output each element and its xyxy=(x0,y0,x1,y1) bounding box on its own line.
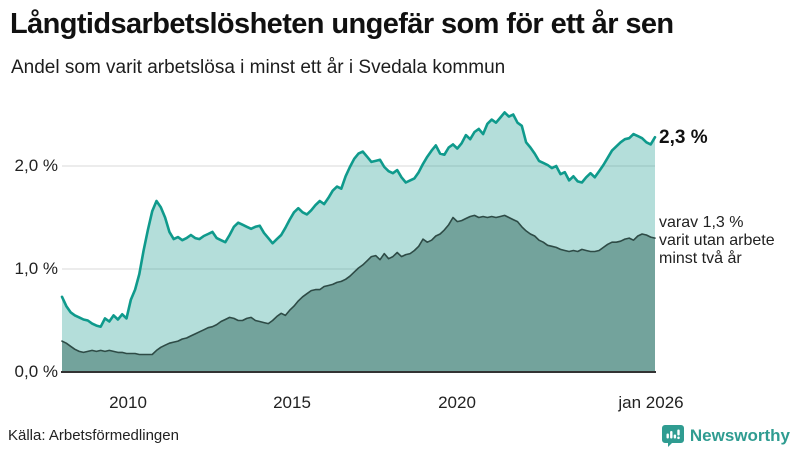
source-credit: Källa: Arbetsförmedlingen xyxy=(8,427,179,444)
y-tick-1pct: 1,0 % xyxy=(14,259,58,278)
line-one-year xyxy=(60,111,657,328)
page-title: Långtidsarbetslösheten ungefär som för e… xyxy=(10,8,674,40)
x-tick-2010: 2010 xyxy=(109,393,147,412)
annotation-line-2: varit utan arbete xyxy=(659,232,775,249)
x-tick-2020: 2020 xyxy=(438,393,476,412)
annotation-line-1: varav 1,3 % xyxy=(659,214,744,231)
two-year-annotation: varav 1,3 % varit utan arbete minst två … xyxy=(659,214,775,268)
newsworthy-logo-icon xyxy=(661,425,684,447)
y-tick-0pct: 0,0 % xyxy=(14,362,58,381)
page-subtitle: Andel som varit arbetslösa i minst ett å… xyxy=(11,57,506,78)
newsworthy-wordmark: Newsworthy xyxy=(689,426,790,445)
annotation-line-3: minst två år xyxy=(659,250,742,267)
area-fill-two-year xyxy=(62,215,655,372)
y-tick-2pct: 2,0 % xyxy=(14,156,58,175)
x-tick-jan-2026: jan 2026 xyxy=(618,393,684,412)
x-tick-2015: 2015 xyxy=(273,393,311,412)
line-two-year xyxy=(61,214,656,356)
series-end-value-label: 2,3 % xyxy=(659,127,708,148)
newsworthy-logo: Newsworthy xyxy=(661,425,790,447)
